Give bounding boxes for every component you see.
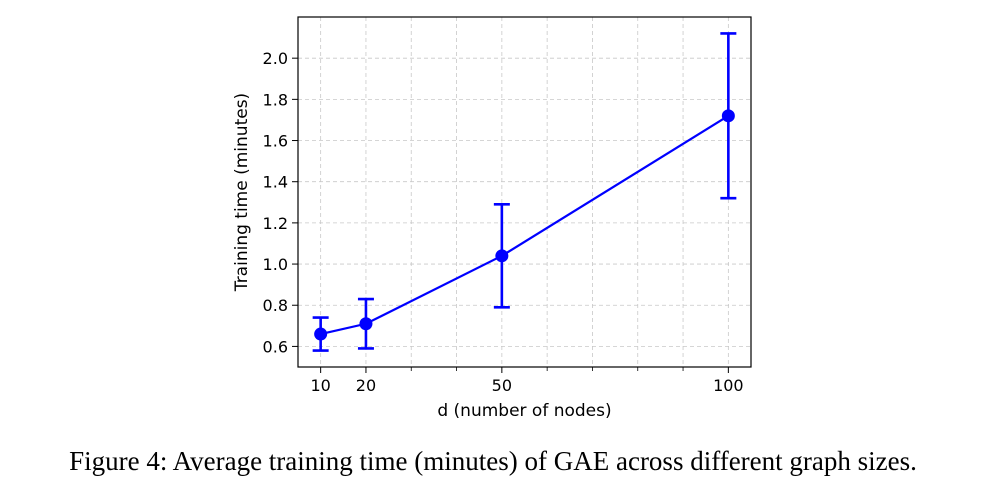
y-axis-ticks: 0.6 0.8 1.0 1.2 1.4 1.6 1.8 2.0: [263, 49, 298, 356]
y-tick-label: 2.0: [263, 49, 288, 68]
data-point: [314, 327, 328, 341]
y-tick-label: 1.6: [263, 132, 288, 151]
x-tick-label: 100: [713, 376, 744, 395]
x-tick-label: 10: [310, 376, 330, 395]
y-tick-label: 0.8: [263, 296, 288, 315]
error-bars: [312, 32, 737, 352]
x-tick-label: 20: [356, 376, 376, 395]
series-line: [320, 114, 729, 336]
chart: 10 20 50 100 0.6 0.8 1.0 1.2 1.4 1.6 1.8 2.0 d (nu…: [232, 16, 752, 421]
y-tick-label: 1.2: [263, 214, 288, 233]
y-tick-label: 1.0: [263, 255, 288, 274]
y-tick-label: 1.8: [263, 90, 288, 109]
x-tick-label: 50: [492, 376, 512, 395]
y-tick-label: 1.4: [263, 173, 288, 192]
data-points: [314, 109, 735, 341]
data-point: [721, 109, 735, 123]
data-point: [359, 317, 373, 331]
plot-frame: [297, 16, 752, 368]
data-point: [495, 249, 509, 263]
y-axis-label: Training time (minutes): [232, 93, 252, 292]
figure-caption: Figure 4: Average training time (minutes…: [69, 446, 917, 476]
y-tick-label: 0.6: [263, 337, 288, 356]
x-axis-ticks: 10 20 50 100: [310, 367, 744, 395]
x-axis-label: d (number of nodes): [437, 401, 611, 421]
